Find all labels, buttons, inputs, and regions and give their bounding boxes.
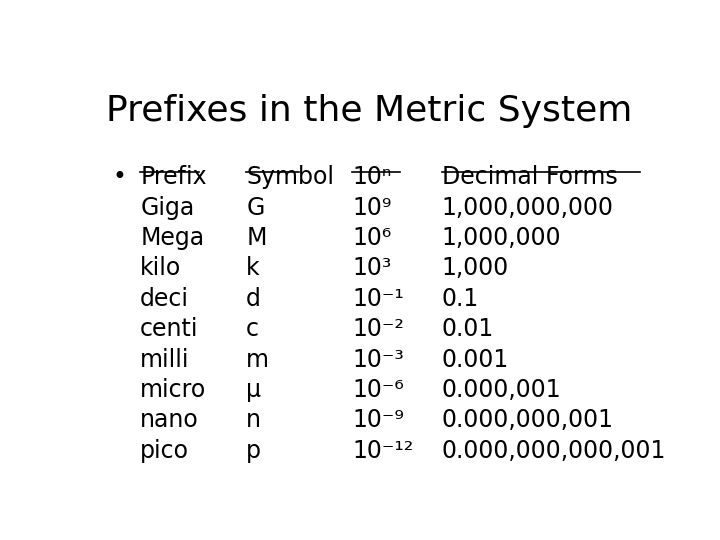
- Text: deci: deci: [140, 287, 189, 311]
- Text: 1,000: 1,000: [441, 256, 509, 280]
- Text: Giga: Giga: [140, 196, 194, 220]
- Text: 10³: 10³: [352, 256, 392, 280]
- Text: 0.1: 0.1: [441, 287, 479, 311]
- Text: 0.01: 0.01: [441, 317, 494, 341]
- Text: 10⁻⁹: 10⁻⁹: [352, 408, 404, 432]
- Text: 10⁻²: 10⁻²: [352, 317, 404, 341]
- Text: d: d: [246, 287, 261, 311]
- Text: 10⁶: 10⁶: [352, 226, 392, 250]
- Text: •: •: [112, 165, 126, 188]
- Text: micro: micro: [140, 378, 207, 402]
- Text: pico: pico: [140, 438, 189, 463]
- Text: M: M: [246, 226, 266, 250]
- Text: 10⁻¹²: 10⁻¹²: [352, 438, 413, 463]
- Text: Prefixes in the Metric System: Prefixes in the Metric System: [106, 94, 632, 128]
- Text: 10⁻³: 10⁻³: [352, 348, 404, 372]
- Text: milli: milli: [140, 348, 190, 372]
- Text: Mega: Mega: [140, 226, 204, 250]
- Text: 0.000,000,000,001: 0.000,000,000,001: [441, 438, 666, 463]
- Text: Prefix: Prefix: [140, 165, 207, 188]
- Text: centi: centi: [140, 317, 199, 341]
- Text: n: n: [246, 408, 261, 432]
- Text: c: c: [246, 317, 259, 341]
- Text: 10⁻⁶: 10⁻⁶: [352, 378, 404, 402]
- Text: 1,000,000,000: 1,000,000,000: [441, 196, 613, 220]
- Text: Decimal Forms: Decimal Forms: [441, 165, 617, 188]
- Text: μ: μ: [246, 378, 261, 402]
- Text: p: p: [246, 438, 261, 463]
- Text: 0.001: 0.001: [441, 348, 509, 372]
- Text: 10ⁿ: 10ⁿ: [352, 165, 392, 188]
- Text: m: m: [246, 348, 269, 372]
- Text: 10⁻¹: 10⁻¹: [352, 287, 404, 311]
- Text: k: k: [246, 256, 260, 280]
- Text: G: G: [246, 196, 265, 220]
- Text: 0.000,000,001: 0.000,000,001: [441, 408, 613, 432]
- Text: 0.000,001: 0.000,001: [441, 378, 561, 402]
- Text: kilo: kilo: [140, 256, 181, 280]
- Text: Symbol: Symbol: [246, 165, 334, 188]
- Text: 10⁹: 10⁹: [352, 196, 392, 220]
- Text: 1,000,000: 1,000,000: [441, 226, 561, 250]
- Text: nano: nano: [140, 408, 199, 432]
